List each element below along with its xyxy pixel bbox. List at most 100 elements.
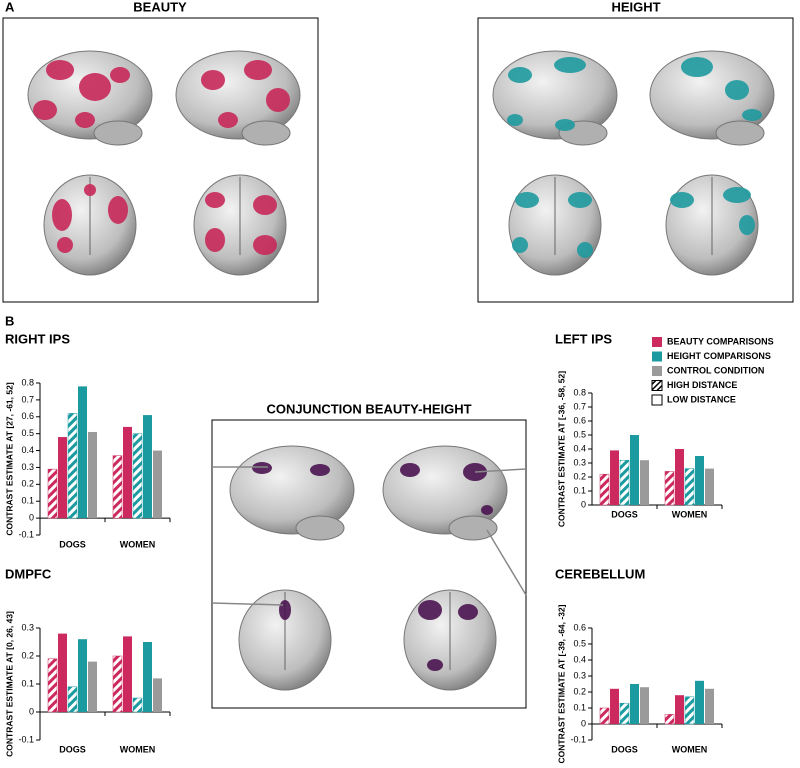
- brain: [193, 174, 287, 276]
- brain-cerebellum: [448, 515, 498, 541]
- bar: [630, 435, 639, 505]
- chart-title: DMPFC: [5, 566, 52, 581]
- bar: [705, 688, 714, 724]
- y-tick-label: 0.5: [573, 429, 586, 439]
- height-title: HEIGHT: [611, 0, 660, 14]
- legend-swatch: [651, 394, 663, 406]
- beauty-panel: [2, 17, 319, 303]
- brain: [43, 174, 137, 276]
- activation: [266, 88, 290, 112]
- activation: [218, 112, 238, 128]
- panel-label: B: [5, 313, 14, 328]
- legend-swatch: [651, 380, 663, 391]
- brain: [175, 50, 301, 146]
- activation: [46, 60, 74, 80]
- brain: [27, 50, 153, 146]
- activation: [512, 237, 528, 253]
- y-tick-label: 0: [29, 706, 34, 716]
- activation: [427, 659, 443, 671]
- brain: [492, 50, 618, 146]
- brain: [403, 589, 497, 691]
- panel-label: A: [5, 0, 15, 14]
- bar: [132, 433, 143, 519]
- bar: [88, 431, 97, 519]
- activation: [725, 80, 749, 100]
- y-axis-label: CONTRAST ESTIMATE AT [-39, -64, -32]: [556, 604, 566, 763]
- activation: [253, 195, 277, 215]
- y-axis-label: CONTRAST ESTIMATE AT [-36, -58, 52]: [556, 371, 566, 527]
- x-tick-label: DOGS: [611, 744, 638, 754]
- activation: [742, 109, 762, 121]
- y-tick-label: 0.6: [573, 622, 586, 632]
- bar: [112, 455, 123, 519]
- activation: [508, 67, 532, 83]
- x-tick-label: WOMEN: [672, 509, 708, 519]
- y-tick-label: 0.3: [573, 670, 586, 680]
- y-tick-label: 0.2: [21, 479, 34, 489]
- y-tick-label: 0.5: [21, 428, 34, 438]
- x-tick-label: WOMEN: [672, 744, 708, 754]
- activation: [110, 67, 130, 83]
- y-tick-label: 0.1: [573, 702, 586, 712]
- bar: [664, 471, 675, 506]
- activation: [79, 73, 111, 101]
- activation: [568, 192, 592, 208]
- activation: [577, 242, 593, 258]
- brain: [229, 445, 355, 541]
- bar: [153, 678, 162, 712]
- bar: [143, 642, 152, 712]
- brain: [382, 445, 508, 541]
- brain: [649, 50, 775, 146]
- activation: [252, 462, 272, 474]
- bar: [123, 426, 132, 519]
- brain: [665, 174, 759, 276]
- bar: [619, 459, 630, 506]
- legend-swatch: [652, 337, 662, 347]
- beauty-title: BEAUTY: [133, 0, 187, 14]
- activation: [279, 600, 291, 620]
- chart-title: RIGHT IPS: [5, 331, 70, 346]
- x-tick-label: DOGS: [611, 509, 638, 519]
- activation: [57, 237, 73, 253]
- bar: [695, 456, 704, 505]
- bar: [630, 684, 639, 724]
- brain-cerebellum: [295, 515, 345, 541]
- activation: [507, 114, 523, 126]
- activation: [554, 57, 586, 73]
- activation: [205, 228, 225, 252]
- bar: [640, 460, 649, 505]
- activation: [201, 70, 225, 90]
- chart-title: CEREBELLUM: [555, 566, 645, 581]
- bar: [675, 449, 684, 505]
- y-tick-label: 0.4: [573, 443, 586, 453]
- bar: [153, 450, 162, 519]
- y-tick-label: 0: [29, 512, 34, 522]
- y-tick-label: 0.3: [573, 457, 586, 467]
- bar: [78, 386, 87, 519]
- pointer-line: [211, 602, 284, 606]
- pointer-line: [474, 468, 527, 473]
- y-tick-label: 0: [581, 718, 586, 728]
- y-tick-label: 0.8: [21, 377, 34, 387]
- y-tick-label: -0.1: [18, 734, 34, 744]
- conjunction-panel: [211, 419, 527, 709]
- bar: [143, 415, 152, 519]
- bar: [610, 450, 619, 505]
- brain: [508, 174, 602, 276]
- activation: [108, 196, 128, 224]
- activation: [75, 112, 95, 128]
- y-tick-label: 0.2: [573, 471, 586, 481]
- y-tick-label: 0.8: [573, 387, 586, 397]
- y-tick-label: 0.6: [573, 415, 586, 425]
- bar: [640, 687, 649, 724]
- activation: [52, 199, 72, 231]
- bar: [67, 413, 78, 519]
- brain: [238, 589, 332, 691]
- x-tick-label: WOMEN: [120, 744, 156, 754]
- y-axis-label: CONTRAST ESTIMATE AT [27, -61, 52]: [4, 382, 14, 536]
- y-tick-label: -0.1: [18, 529, 34, 539]
- activation: [310, 464, 330, 476]
- y-tick-label: 0.3: [21, 622, 34, 632]
- y-tick-label: 0.4: [573, 654, 586, 664]
- activation: [723, 187, 751, 203]
